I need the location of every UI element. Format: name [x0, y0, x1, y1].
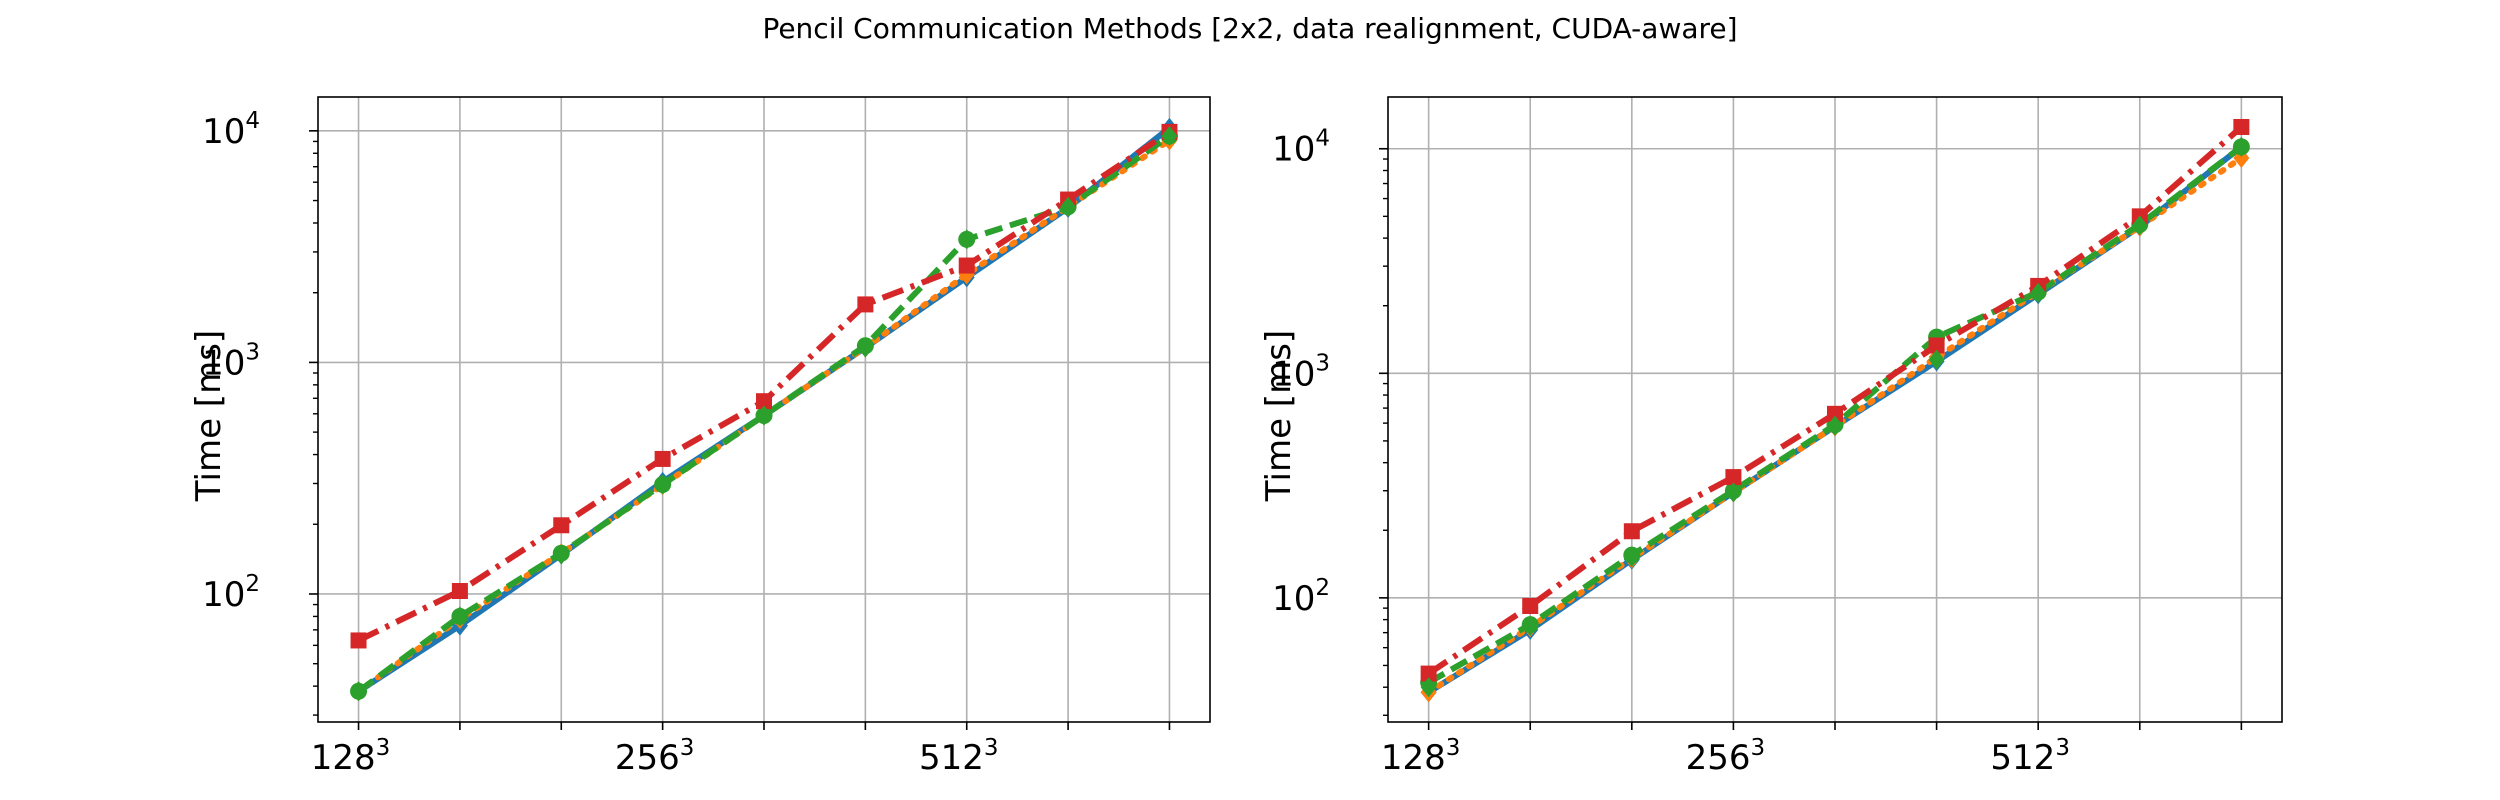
y-axis-label: Time [ms] — [189, 330, 229, 502]
data-point-square — [1420, 665, 1437, 682]
chart-panel-left: 1283 2563 5123 102 103 104 Time [ms] — [189, 96, 1211, 778]
y-tick-label: 104 — [202, 108, 260, 152]
y-tick-label: 104 — [1272, 126, 1330, 170]
data-point-square — [958, 257, 975, 274]
data-point-diamond — [1928, 349, 1945, 370]
data-point-diamond — [1522, 615, 1539, 636]
data-point-square — [1928, 337, 1945, 354]
x-tick-label: 2563 — [1686, 735, 1766, 778]
data-point-square — [451, 583, 468, 600]
data-point-square — [1623, 523, 1640, 540]
data-point-diamond — [857, 337, 874, 358]
x-tick-label: 5123 — [1990, 735, 2070, 778]
x-tick-label: 1283 — [1381, 735, 1461, 778]
data-point-square — [350, 632, 367, 649]
data-point-square — [1522, 597, 1539, 614]
data-point-diamond — [2131, 215, 2148, 236]
data-point-square — [654, 450, 671, 467]
data-point-square — [2233, 118, 2250, 135]
y-axis-label: Time [ms] — [1259, 330, 1299, 502]
y-tick-label: 103 — [202, 339, 260, 383]
data-point-square — [857, 296, 874, 313]
data-point-diamond — [1827, 415, 1843, 436]
data-point-diamond — [1060, 196, 1077, 217]
data-point-diamond — [1725, 482, 1742, 503]
data-point-diamond — [1623, 547, 1640, 568]
data-point-diamond — [1161, 125, 1178, 146]
data-point-diamond — [2030, 282, 2047, 303]
data-point-diamond — [451, 606, 468, 627]
y-tick-label: 102 — [1272, 575, 1330, 619]
figure-title: Pencil Communication Methods [2x2, data … — [762, 12, 1737, 45]
x-tick-label: 2563 — [615, 735, 695, 778]
data-point-diamond — [958, 229, 975, 250]
data-point-diamond — [553, 544, 570, 565]
x-tick-label: 1283 — [311, 735, 391, 778]
y-tick-label: 102 — [202, 571, 260, 615]
data-point-diamond — [1420, 677, 1437, 698]
y-tick-label: 103 — [1272, 350, 1330, 394]
data-point-square — [1725, 469, 1742, 486]
data-point-diamond — [654, 474, 671, 495]
x-tick-label: 5123 — [919, 735, 999, 778]
chart-panel-right: 1283 2563 5123 102 103 104 Time [ms] — [1259, 96, 2283, 778]
data-point-diamond — [350, 681, 367, 702]
series-line — [356, 133, 1172, 694]
data-point-square — [756, 393, 772, 410]
data-point-diamond — [2233, 136, 2250, 157]
data-point-square — [553, 517, 570, 534]
data-point-diamond — [756, 405, 772, 426]
data-point-square — [1827, 405, 1843, 422]
